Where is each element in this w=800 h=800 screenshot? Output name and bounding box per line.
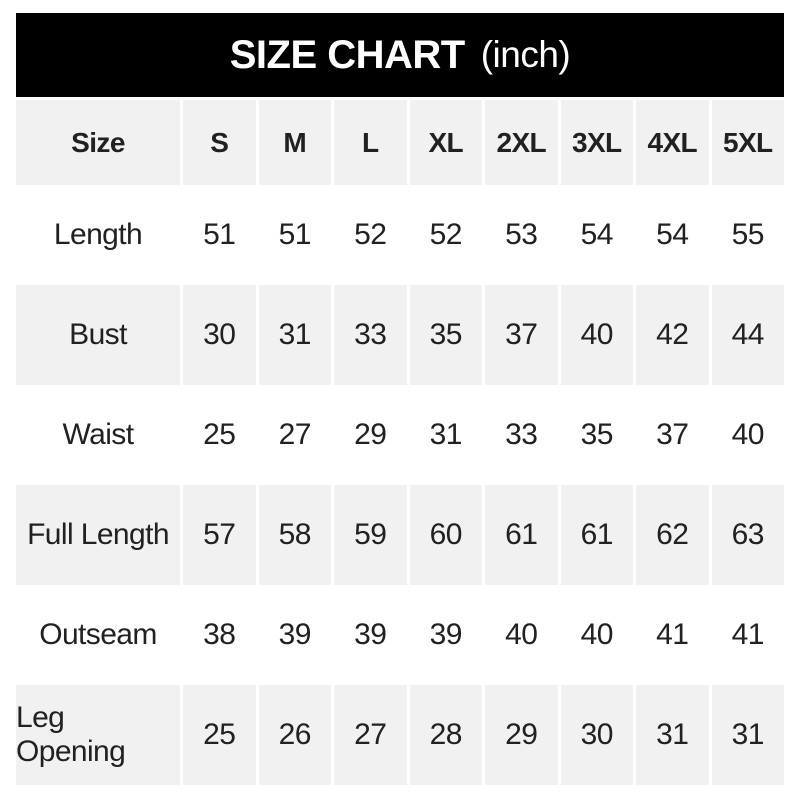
measurement-cell: 25 xyxy=(183,685,256,785)
measurement-cell: 40 xyxy=(580,618,614,651)
measurement-cell: 25 xyxy=(203,418,236,451)
measurement-cell: 30 xyxy=(560,685,633,785)
column-header-m: M xyxy=(258,100,331,185)
measurement-cell: 31 xyxy=(429,418,463,451)
measurement-cell: 63 xyxy=(711,485,784,585)
measurement-cell: 35 xyxy=(409,285,482,385)
measurement-cell: 44 xyxy=(711,285,784,385)
row-label: Length xyxy=(53,218,143,251)
measurement-cell: 42 xyxy=(636,285,709,385)
row-label: Leg Opening xyxy=(16,685,180,785)
measurement-cell: 31 xyxy=(258,285,331,385)
row-label: Waist xyxy=(62,418,134,451)
column-header-s: S xyxy=(183,100,256,185)
column-header-2xl: 2XL xyxy=(485,100,558,185)
measurement-cell: 40 xyxy=(505,618,538,651)
measurement-cell: 29 xyxy=(354,418,387,451)
measurement-cell: 26 xyxy=(258,685,331,785)
column-header-4xl: 4XL xyxy=(636,100,709,185)
title-bar: SIZE CHART (inch) xyxy=(16,13,784,97)
row-label: Outseam xyxy=(39,618,157,651)
measurement-cell: 39 xyxy=(278,618,312,651)
column-header-l: L xyxy=(334,100,407,185)
measurement-cell: 27 xyxy=(334,685,407,785)
column-header-5xl: 5XL xyxy=(711,100,784,185)
table-row: Length 51 51 52 52 53 54 54 55 xyxy=(16,185,784,285)
table-header-row: Size S M L XL 2XL 3XL 4XL 5XL xyxy=(16,100,784,185)
table-row: Leg Opening 25 26 27 28 29 30 31 31 xyxy=(16,685,784,785)
table-row: Full Length 57 58 59 60 61 61 62 63 xyxy=(16,485,784,585)
table-row: Outseam 38 39 39 39 40 40 41 41 xyxy=(16,585,784,685)
measurement-cell: 33 xyxy=(505,418,538,451)
measurement-cell: 51 xyxy=(203,218,236,251)
measurement-cell: 37 xyxy=(485,285,558,385)
measurement-cell: 52 xyxy=(429,218,463,251)
measurement-cell: 55 xyxy=(731,218,765,251)
measurement-cell: 41 xyxy=(656,618,689,651)
measurement-cell: 54 xyxy=(580,218,614,251)
measurement-cell: 53 xyxy=(505,218,538,251)
measurement-cell: 37 xyxy=(656,418,689,451)
measurement-cell: 57 xyxy=(183,485,256,585)
measurement-cell: 27 xyxy=(278,418,312,451)
measurement-cell: 51 xyxy=(278,218,312,251)
measurement-cell: 62 xyxy=(636,485,709,585)
measurement-cell: 61 xyxy=(560,485,633,585)
row-label: Full Length xyxy=(16,485,180,585)
row-label: Bust xyxy=(16,285,180,385)
table-row: Bust 30 31 33 35 37 40 42 44 xyxy=(16,285,784,385)
table-row: Waist 25 27 29 31 33 35 37 40 xyxy=(16,385,784,485)
measurement-cell: 30 xyxy=(183,285,256,385)
title-unit-label: (inch) xyxy=(480,34,571,75)
page-title: SIZE CHART xyxy=(229,32,466,77)
measurement-cell: 31 xyxy=(711,685,784,785)
measurement-cell: 35 xyxy=(580,418,614,451)
measurement-cell: 59 xyxy=(334,485,407,585)
measurement-cell: 61 xyxy=(485,485,558,585)
size-column-header: Size xyxy=(16,100,180,185)
measurement-cell: 39 xyxy=(354,618,387,651)
measurement-cell: 41 xyxy=(731,618,765,651)
measurement-cell: 28 xyxy=(409,685,482,785)
measurement-cell: 40 xyxy=(560,285,633,385)
measurement-cell: 60 xyxy=(409,485,482,585)
measurement-cell: 29 xyxy=(485,685,558,785)
measurement-cell: 40 xyxy=(731,418,765,451)
measurement-cell: 39 xyxy=(429,618,463,651)
measurement-cell: 33 xyxy=(334,285,407,385)
column-header-3xl: 3XL xyxy=(560,100,633,185)
column-header-xl: XL xyxy=(409,100,482,185)
measurement-cell: 31 xyxy=(636,685,709,785)
measurement-cell: 38 xyxy=(203,618,236,651)
size-table: Size S M L XL 2XL 3XL 4XL 5XL Length 51 51 52 52 53 54 5… xyxy=(16,100,784,785)
measurement-cell: 54 xyxy=(656,218,689,251)
measurement-cell: 52 xyxy=(354,218,387,251)
measurement-cell: 58 xyxy=(258,485,331,585)
